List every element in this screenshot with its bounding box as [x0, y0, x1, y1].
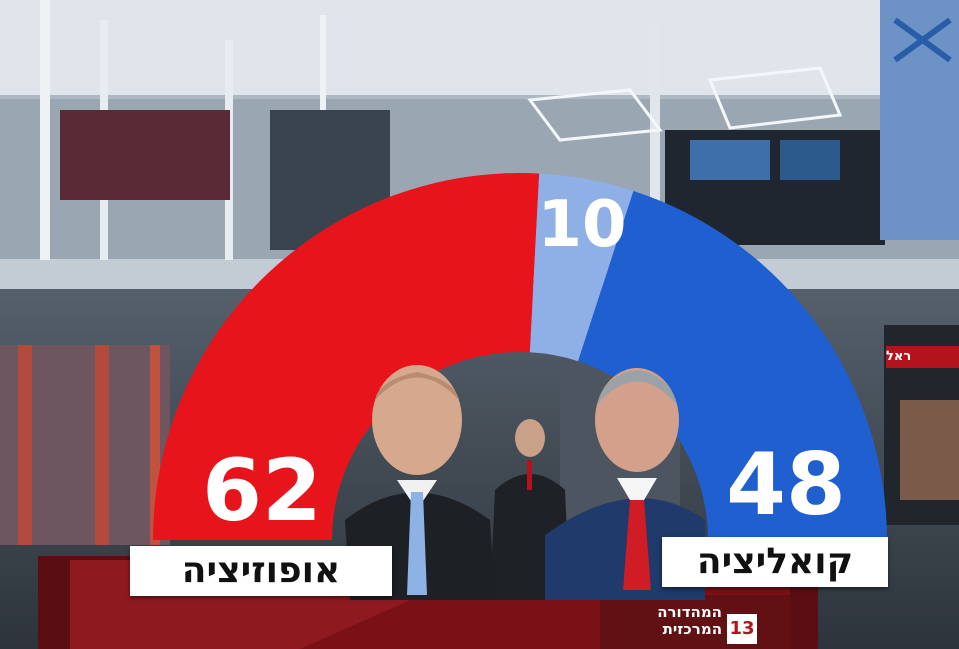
coalition-label: קואליציה: [662, 537, 888, 587]
candidates-photo: [345, 365, 705, 600]
undecided-seat-count: 10: [537, 188, 626, 262]
opposition-arc: [153, 173, 540, 541]
opposition-seat-count: 62: [202, 441, 322, 541]
coalition-arc: [578, 190, 887, 540]
channel-logo: 13: [727, 614, 757, 644]
program-name: המהדורה המרכזית: [657, 603, 722, 638]
opposition-label: אופוזיציה: [130, 546, 392, 596]
side-banner: ראל: [886, 346, 959, 368]
coalition-seat-count: 48: [726, 435, 846, 535]
undecided-arc: [529, 173, 634, 362]
